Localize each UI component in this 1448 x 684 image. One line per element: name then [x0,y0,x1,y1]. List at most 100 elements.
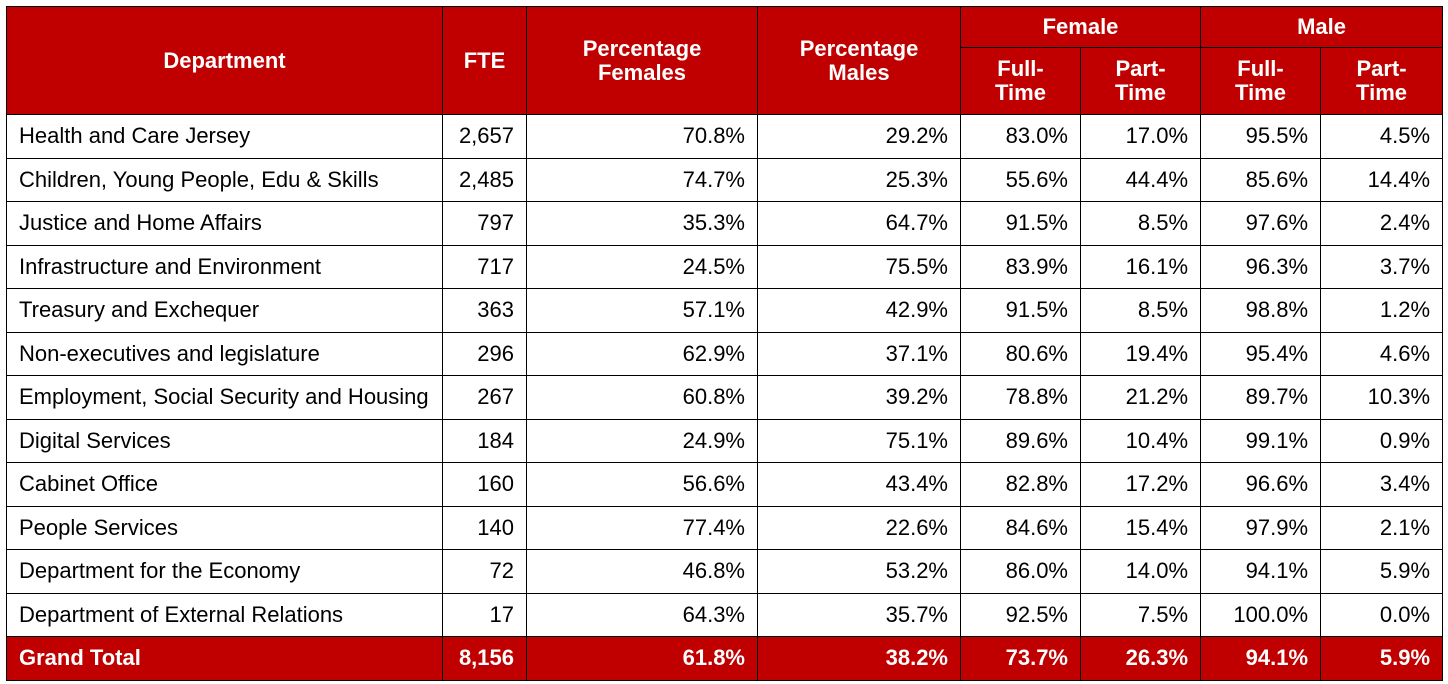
cell-fte: 363 [442,288,527,333]
cell-female-part-time: 8.5% [1079,288,1202,333]
cell-percentage-males: 39.2% [757,375,961,420]
cell-female-part-time: 26.3% [1079,636,1202,681]
cell-percentage-males: 64.7% [757,201,961,246]
cell-percentage-females: 62.9% [526,331,758,376]
cell-male-part-time: 5.9% [1320,636,1444,681]
cell-percentage-females: 70.8% [526,114,758,159]
cell-female-full-time: 78.8% [960,375,1081,420]
cell-male-part-time: 2.1% [1320,505,1444,550]
cell-female-part-time: 17.0% [1079,114,1202,159]
cell-fte: 72 [442,549,527,594]
cell-female-part-time: 15.4% [1079,505,1202,550]
cell-male-part-time: 0.0% [1320,592,1444,637]
cell-department: Health and Care Jersey [6,114,443,159]
header-female-part-time: Part-Time [1079,47,1202,115]
cell-department: Department of External Relations [6,592,443,637]
cell-department: Employment, Social Security and Housing [6,375,443,420]
cell-department: Treasury and Exchequer [6,288,443,333]
cell-percentage-females: 77.4% [526,505,758,550]
cell-female-full-time: 92.5% [960,592,1081,637]
table-row: Non-executives and legislature 296 62.9% 37… [6,331,1444,376]
cell-female-part-time: 7.5% [1079,592,1202,637]
cell-percentage-males: 38.2% [757,636,961,681]
cell-percentage-males: 75.1% [757,418,961,463]
header-male-group: Male [1200,6,1444,48]
header-department: Department [6,6,443,115]
department-fte-table: Department FTE Percentage Females Percen… [6,6,1444,681]
cell-female-full-time: 91.5% [960,288,1081,333]
header-fte: FTE [442,6,527,115]
cell-department: Children, Young People, Edu & Skills [6,157,443,202]
cell-female-full-time: 86.0% [960,549,1081,594]
cell-percentage-females: 74.7% [526,157,758,202]
cell-male-full-time: 95.4% [1200,331,1322,376]
cell-fte: 717 [442,244,527,289]
cell-fte: 8,156 [442,636,527,681]
cell-department: Cabinet Office [6,462,443,507]
cell-female-full-time: 84.6% [960,505,1081,550]
cell-fte: 140 [442,505,527,550]
page-top-margin [0,0,1448,6]
cell-male-part-time: 4.5% [1320,114,1444,159]
cell-fte: 184 [442,418,527,463]
cell-female-part-time: 14.0% [1079,549,1202,594]
cell-male-part-time: 10.3% [1320,375,1444,420]
cell-male-full-time: 96.6% [1200,462,1322,507]
cell-fte: 797 [442,201,527,246]
header-percentage-males: Percentage Males [757,6,961,115]
cell-male-part-time: 5.9% [1320,549,1444,594]
cell-female-full-time: 55.6% [960,157,1081,202]
grand-total-row: Grand Total 8,156 61.8% 38.2% 73.7% 26.3… [6,636,1444,681]
cell-percentage-females: 35.3% [526,201,758,246]
cell-male-part-time: 2.4% [1320,201,1444,246]
cell-percentage-males: 42.9% [757,288,961,333]
cell-percentage-males: 22.6% [757,505,961,550]
cell-male-full-time: 100.0% [1200,592,1322,637]
cell-female-full-time: 91.5% [960,201,1081,246]
cell-female-full-time: 83.0% [960,114,1081,159]
cell-percentage-males: 43.4% [757,462,961,507]
cell-male-full-time: 89.7% [1200,375,1322,420]
cell-male-full-time: 85.6% [1200,157,1322,202]
cell-fte: 17 [442,592,527,637]
cell-male-part-time: 4.6% [1320,331,1444,376]
cell-department: Grand Total [6,636,443,681]
cell-percentage-females: 24.5% [526,244,758,289]
cell-department: Department for the Economy [6,549,443,594]
cell-male-part-time: 14.4% [1320,157,1444,202]
header-female-full-time: Full-Time [960,47,1081,115]
cell-percentage-males: 25.3% [757,157,961,202]
cell-percentage-males: 53.2% [757,549,961,594]
cell-male-full-time: 97.6% [1200,201,1322,246]
cell-department: Digital Services [6,418,443,463]
cell-female-part-time: 19.4% [1079,331,1202,376]
table-row: Department of External Relations 17 64.3% 3… [6,592,1444,637]
header-male-full-time: Full-Time [1200,47,1322,115]
cell-female-full-time: 83.9% [960,244,1081,289]
table-row: Digital Services 184 24.9% 75.1% 89.6% 10.4% 9… [6,418,1444,463]
cell-department: Infrastructure and Environment [6,244,443,289]
cell-fte: 2,485 [442,157,527,202]
cell-female-part-time: 8.5% [1079,201,1202,246]
cell-male-full-time: 95.5% [1200,114,1322,159]
table-row: Cabinet Office 160 56.6% 43.4% 82.8% 17.2% 96.… [6,462,1444,507]
cell-male-full-time: 94.1% [1200,636,1322,681]
cell-percentage-females: 24.9% [526,418,758,463]
cell-percentage-females: 60.8% [526,375,758,420]
table-row: Department for the Economy 72 46.8% 53.2% 86… [6,549,1444,594]
cell-percentage-males: 37.1% [757,331,961,376]
cell-female-full-time: 80.6% [960,331,1081,376]
cell-percentage-females: 61.8% [526,636,758,681]
cell-percentage-females: 56.6% [526,462,758,507]
cell-female-part-time: 16.1% [1079,244,1202,289]
cell-female-full-time: 89.6% [960,418,1081,463]
cell-department: Non-executives and legislature [6,331,443,376]
cell-male-full-time: 98.8% [1200,288,1322,333]
table-row: Children, Young People, Edu & Skills 2,48… [6,157,1444,202]
cell-percentage-males: 75.5% [757,244,961,289]
cell-department: People Services [6,505,443,550]
cell-female-full-time: 82.8% [960,462,1081,507]
cell-male-full-time: 94.1% [1200,549,1322,594]
cell-fte: 160 [442,462,527,507]
cell-female-part-time: 44.4% [1079,157,1202,202]
